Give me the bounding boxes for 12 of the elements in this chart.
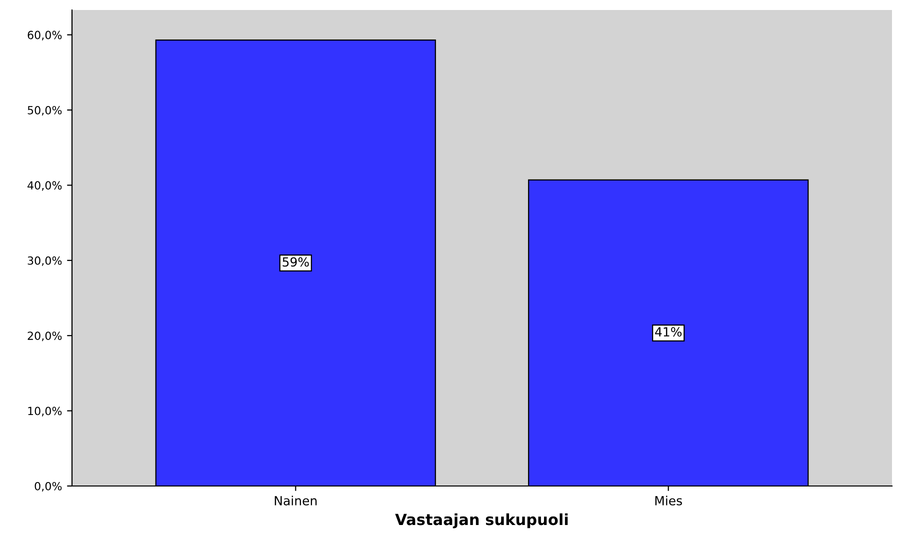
y-tick-label: 10,0% [28,406,62,416]
x-axis-title: Vastaajan sukupuoli [395,513,568,528]
y-tick-label: 50,0% [28,106,62,116]
data-label: 59% [282,257,309,267]
y-tick-label: 30,0% [28,256,62,266]
x-tick-label: Nainen [274,496,317,506]
y-tick-label: 40,0% [28,181,62,191]
y-tick-label: 20,0% [28,332,62,342]
data-label: 41% [655,327,682,337]
y-tick-label: 60,0% [28,30,62,40]
y-tick-label: 0,0% [34,482,62,492]
x-tick-label: Mies [655,496,682,506]
